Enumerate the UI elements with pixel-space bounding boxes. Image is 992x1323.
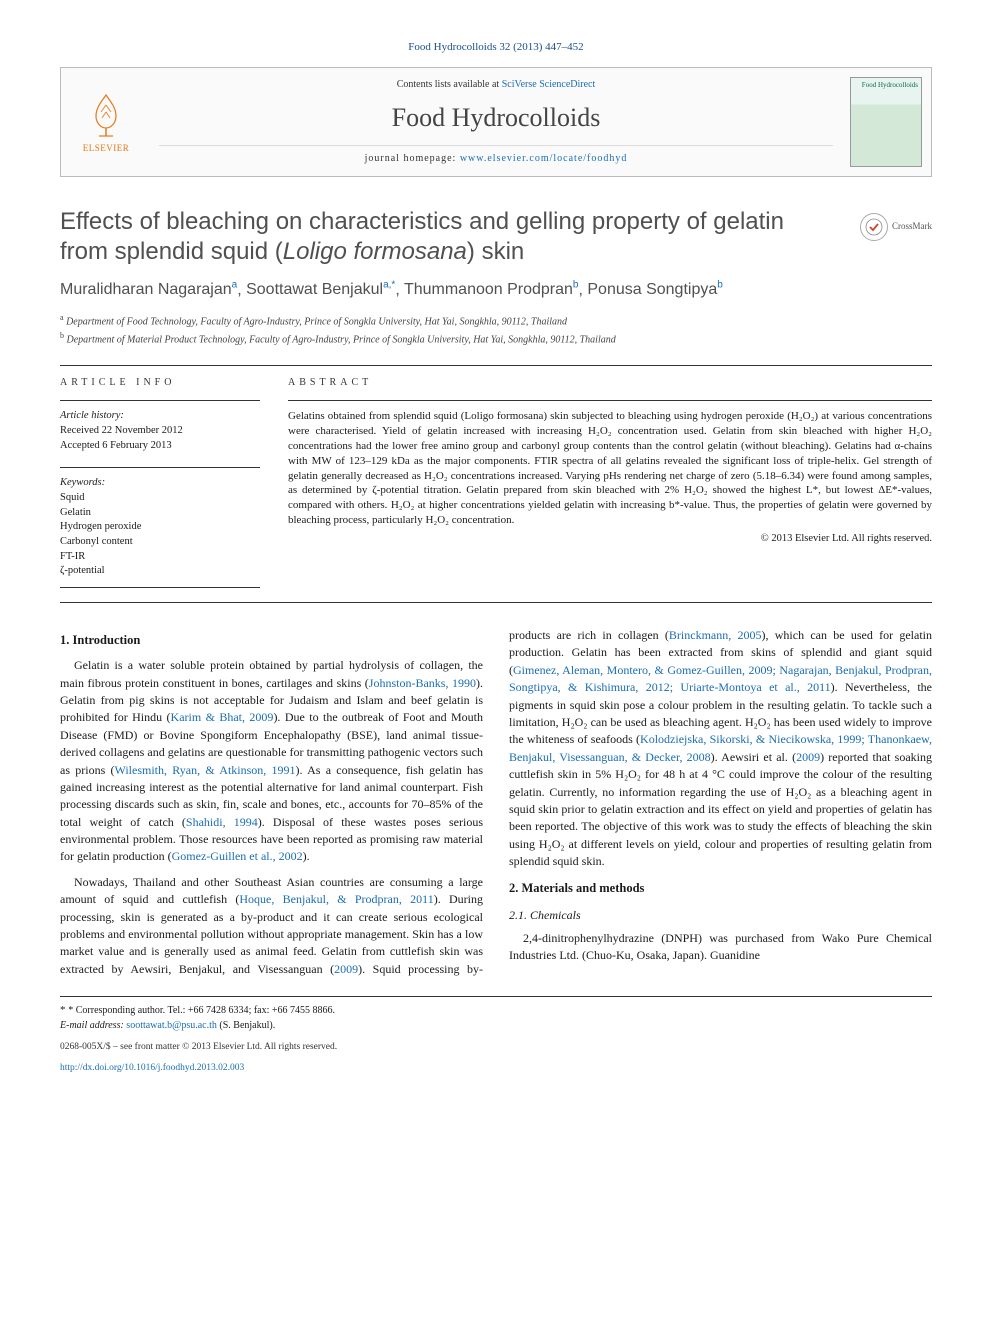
corresponding-email-line: E-mail address: soottawat.b@psu.ac.th (S… bbox=[60, 1019, 932, 1033]
contents-prefix: Contents lists available at bbox=[397, 79, 502, 90]
corresponding-author: * * Corresponding author. Tel.: +66 7428… bbox=[60, 1003, 932, 1018]
publisher-name: ELSEVIER bbox=[83, 142, 130, 155]
mm-sub1-paragraph: 2,4-dinitrophenylhydrazine (DNPH) was pu… bbox=[509, 930, 932, 965]
keyword: FT-IR bbox=[60, 550, 260, 565]
cover-label: Food Hydrocolloids bbox=[862, 81, 918, 89]
crossmark-label: CrossMark bbox=[892, 220, 932, 233]
doi-line: http://dx.doi.org/10.1016/j.foodhyd.2013… bbox=[60, 1062, 932, 1075]
history-accepted: Accepted 6 February 2013 bbox=[60, 439, 260, 454]
article-history: Article history: Received 22 November 20… bbox=[60, 400, 260, 453]
title-species: Loligo formosana bbox=[283, 238, 467, 265]
elsevier-tree-icon bbox=[81, 90, 131, 140]
abstract-copyright: © 2013 Elsevier Ltd. All rights reserved… bbox=[288, 532, 932, 547]
citation-line: Food Hydrocolloids 32 (2013) 447–452 bbox=[60, 40, 932, 55]
corr-fax: +66 7455 8866 bbox=[272, 1005, 333, 1016]
author: Ponusa Songtipyab bbox=[587, 281, 722, 298]
elsevier-logo[interactable]: ELSEVIER bbox=[71, 87, 141, 157]
article-body: 1. Introduction Gelatin is a water solub… bbox=[60, 627, 932, 978]
keyword: ζ-potential bbox=[60, 564, 260, 579]
keyword: Carbonyl content bbox=[60, 535, 260, 550]
corr-tel: +66 7428 6334 bbox=[188, 1005, 249, 1016]
doi-link[interactable]: http://dx.doi.org/10.1016/j.foodhyd.2013… bbox=[60, 1063, 244, 1073]
section-divider bbox=[60, 365, 932, 366]
homepage-prefix: journal homepage: bbox=[365, 153, 460, 164]
publisher-logo-cell: ELSEVIER bbox=[61, 68, 151, 175]
corr-label: * Corresponding author. Tel.: bbox=[68, 1005, 188, 1016]
journal-cover-thumbnail[interactable]: Food Hydrocolloids bbox=[850, 77, 922, 167]
homepage-link[interactable]: www.elsevier.com/locate/foodhyd bbox=[460, 153, 628, 164]
keywords-label: Keywords: bbox=[60, 476, 260, 491]
contents-available: Contents lists available at SciVerse Sci… bbox=[159, 78, 833, 92]
title-part-b: ) skin bbox=[467, 238, 524, 265]
article-title: Effects of bleaching on characteristics … bbox=[60, 207, 932, 267]
article-footer: * * Corresponding author. Tel.: +66 7428… bbox=[60, 996, 932, 1075]
history-received: Received 22 November 2012 bbox=[60, 424, 260, 439]
article-info-heading: ARTICLE INFO bbox=[60, 376, 260, 390]
email-suffix: (S. Benjakul). bbox=[217, 1020, 275, 1031]
journal-homepage: journal homepage: www.elsevier.com/locat… bbox=[159, 145, 833, 166]
keywords-block: Keywords: SquidGelatinHydrogen peroxideC… bbox=[60, 467, 260, 588]
keyword: Squid bbox=[60, 491, 260, 506]
corr-email-link[interactable]: soottawat.b@psu.ac.th bbox=[126, 1020, 217, 1031]
history-label: Article history: bbox=[60, 409, 260, 424]
author: Muralidharan Nagarajana bbox=[60, 281, 237, 298]
keyword: Hydrogen peroxide bbox=[60, 520, 260, 535]
abstract-heading: ABSTRACT bbox=[288, 376, 932, 390]
journal-masthead: ELSEVIER Contents lists available at Sci… bbox=[60, 67, 932, 176]
author: Soottawat Benjakula,* bbox=[246, 281, 395, 298]
email-label: E-mail address: bbox=[60, 1020, 126, 1031]
journal-title: Food Hydrocolloids bbox=[159, 100, 833, 136]
intro-paragraph-1: Gelatin is a water soluble protein obtai… bbox=[60, 657, 483, 866]
fax-label: ; fax: bbox=[249, 1005, 272, 1016]
author: Thummanoon Prodpranb bbox=[404, 281, 579, 298]
section-mm-sub1-heading: 2.1. Chemicals bbox=[509, 907, 932, 924]
section-mm-heading: 2. Materials and methods bbox=[509, 879, 932, 897]
issn-line: 0268-005X/$ – see front matter © 2013 El… bbox=[60, 1041, 932, 1054]
crossmark-badge[interactable]: CrossMark bbox=[860, 213, 932, 241]
keyword: Gelatin bbox=[60, 506, 260, 521]
cover-thumb-cell: Food Hydrocolloids bbox=[841, 68, 931, 175]
affiliations: a Department of Food Technology, Faculty… bbox=[60, 312, 932, 348]
author-list: Muralidharan Nagarajana, Soottawat Benja… bbox=[60, 279, 932, 302]
affiliation: a Department of Food Technology, Faculty… bbox=[60, 312, 932, 329]
affiliation: b Department of Material Product Technol… bbox=[60, 330, 932, 347]
abstract-text: Gelatins obtained from splendid squid (L… bbox=[288, 400, 932, 528]
sciencedirect-link[interactable]: SciVerse ScienceDirect bbox=[502, 79, 596, 90]
section-divider-2 bbox=[60, 602, 932, 603]
crossmark-icon bbox=[860, 213, 888, 241]
section-intro-heading: 1. Introduction bbox=[60, 631, 483, 649]
